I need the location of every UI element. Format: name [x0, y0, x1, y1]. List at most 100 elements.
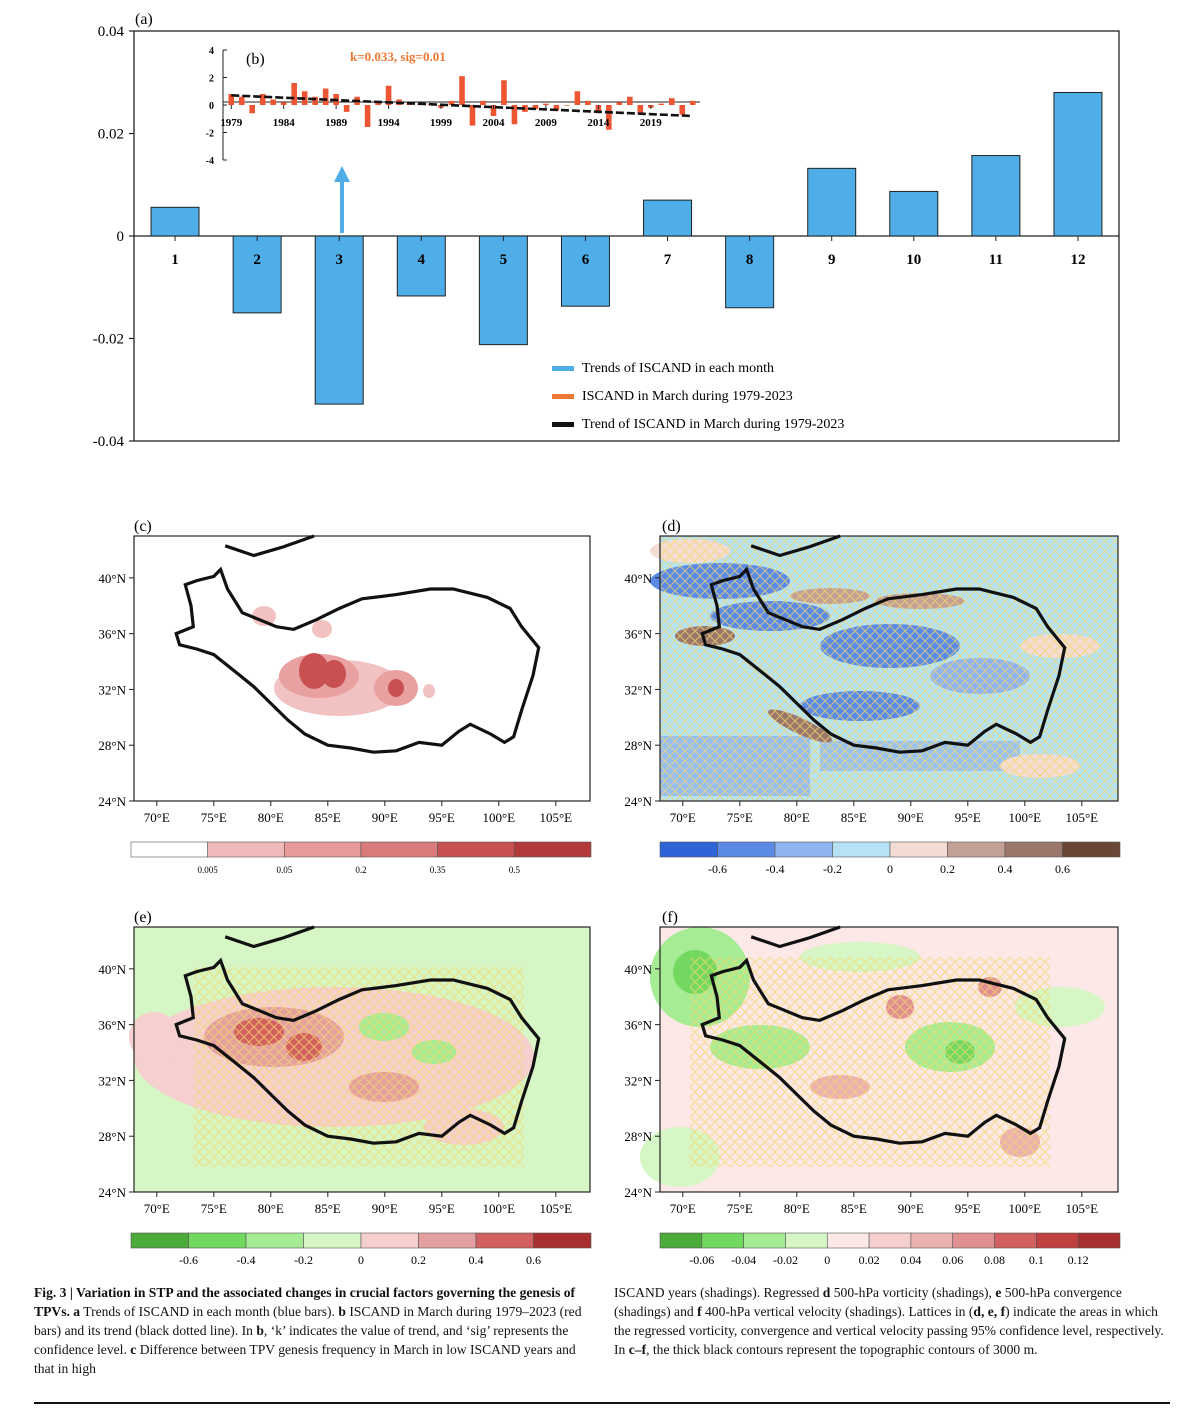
inset-x-tick-label: 2019 [640, 117, 663, 129]
colorbar-swatch [743, 1232, 786, 1249]
colorbar-swatch [832, 841, 891, 858]
legend-swatch-blue [552, 366, 574, 371]
lon-tick-label: 105°E [539, 1201, 572, 1216]
colorbar-swatch [475, 1232, 534, 1249]
y-tick-label: 0.02 [98, 127, 124, 143]
month-bar [725, 235, 775, 309]
colorbar-swatch [437, 841, 515, 858]
colorbar-swatch [774, 841, 833, 858]
lat-tick-label: 36°N [98, 1018, 126, 1033]
lat-tick-label: 24°N [624, 1185, 652, 1200]
colorbar-label: 0.005 [198, 865, 219, 875]
lon-tick-label: 85°E [841, 1201, 867, 1216]
lon-tick-label: 80°E [258, 810, 284, 825]
colorbar-swatch [533, 1232, 592, 1249]
arrow-head-icon [334, 166, 350, 182]
inset-y-tick-label: -4 [206, 156, 214, 167]
lon-tick-label: 95°E [955, 810, 981, 825]
inset-year-bar [385, 85, 392, 105]
lon-tick-label: 70°E [144, 1201, 170, 1216]
colorbar-swatch [826, 1232, 870, 1249]
lat-tick-label: 32°N [98, 1073, 126, 1088]
colorbar-swatch [994, 1232, 1037, 1249]
inset-year-bar [585, 100, 591, 105]
legend-swatch-orange [552, 394, 574, 399]
lon-tick-label: 70°E [670, 810, 696, 825]
lon-tick-label: 90°E [372, 810, 398, 825]
colorbar-label: 0.1 [1029, 1253, 1044, 1267]
lon-tick-label: 85°E [315, 810, 341, 825]
lon-tick-label: 75°E [201, 810, 227, 825]
significance-lattice [194, 967, 524, 1167]
inset-x-tick-label: 2009 [535, 117, 558, 129]
colorbar-swatch [418, 1232, 477, 1249]
inset-year-bar [637, 105, 644, 114]
colorbar-label: -0.04 [731, 1253, 756, 1267]
inset-x-tick-label: 1999 [430, 117, 453, 129]
inset-year-bar [490, 105, 497, 116]
colorbar-label: 0.2 [355, 865, 366, 875]
inset-year-bar [343, 105, 350, 112]
inset-y-tick-label: 0 [209, 101, 214, 112]
lon-tick-label: 75°E [201, 1201, 227, 1216]
legend-item-1: Trends of ISCAND in each month [582, 361, 774, 376]
colorbar-swatch [952, 1232, 995, 1249]
lat-tick-label: 28°N [98, 738, 126, 753]
month-label: 12 [1070, 252, 1085, 268]
month-label: 7 [664, 252, 672, 268]
colorbar-label: -0.02 [773, 1253, 798, 1267]
lon-tick-label: 100°E [482, 1201, 515, 1216]
topography-contour [174, 957, 541, 1145]
caption-text: , ‘k’ indicates the value of trend, and … [34, 1323, 569, 1357]
map-frame [659, 535, 1119, 802]
inset-year-bar [448, 100, 455, 105]
caption-key: e [995, 1285, 1002, 1300]
colorbar-label: 0.35 [430, 865, 446, 875]
caption-text: 400-hPa vertical velocity (shadings). La… [701, 1304, 974, 1319]
trend-bar-chart: (a) 0.040.020-0.02-0.04 1 2 3 4 5 6 7 8 9 10 11 12 … [93, 11, 1120, 450]
lon-tick-label: 80°E [784, 1201, 810, 1216]
lat-tick-label: 24°N [98, 794, 126, 809]
month-label: 2 [253, 252, 261, 268]
inset-chart-b: (b) 4 2 0 -2 -4 1979 1984 1989 1994 1999 2004 2009… [206, 46, 700, 167]
panel-b-label: (b) [246, 51, 265, 68]
caption-text: ISCAND years (shadings). Regressed [614, 1285, 823, 1300]
colorbar-swatch [947, 841, 1006, 858]
inset-year-bar [312, 96, 318, 105]
legend-swatch-black [552, 422, 574, 427]
caption-key: d [822, 1285, 831, 1300]
significance-lattice [660, 536, 1118, 801]
colorbar-swatch [868, 1232, 912, 1249]
map-panel-e [129, 925, 591, 1193]
month-label: 5 [500, 252, 508, 268]
lat-tick-label: 28°N [98, 1129, 126, 1144]
caption-key: b [256, 1323, 264, 1338]
panel-f-label: (f) [662, 909, 678, 926]
inset-year-bar [532, 105, 539, 110]
trend-annotation: k=0.033, sig=0.01 [350, 49, 446, 64]
colorbar-label: -0.4 [766, 862, 785, 876]
month-bar [232, 235, 282, 314]
caption-text: 500-hPa convergence (shadings) and [614, 1285, 1122, 1319]
colorbar-label: 0.04 [900, 1253, 921, 1267]
colorbar-swatch [1004, 841, 1063, 858]
colorbar-swatch [659, 841, 718, 858]
panel-a-label: (a) [135, 11, 153, 28]
inset-year-bar [375, 102, 381, 105]
caption-key: f [697, 1304, 702, 1319]
lat-tick-label: 28°N [624, 1129, 652, 1144]
inset-year-bar [689, 100, 696, 105]
colorbar-swatch [188, 1232, 247, 1249]
lat-tick-label: 40°N [98, 962, 126, 977]
panel-c-label: (c) [134, 518, 152, 535]
inset-y-tick-label: 2 [209, 74, 214, 85]
inset-year-bar [469, 105, 476, 126]
lon-tick-label: 105°E [539, 810, 572, 825]
month-label: 6 [582, 252, 590, 268]
inset-year-bar [259, 94, 266, 105]
lat-tick-label: 36°N [98, 627, 126, 642]
lat-tick-label: 24°N [98, 1185, 126, 1200]
month-bar [1053, 92, 1103, 237]
lat-tick-label: 40°N [624, 962, 652, 977]
colorbar-label: 0.05 [276, 865, 292, 875]
